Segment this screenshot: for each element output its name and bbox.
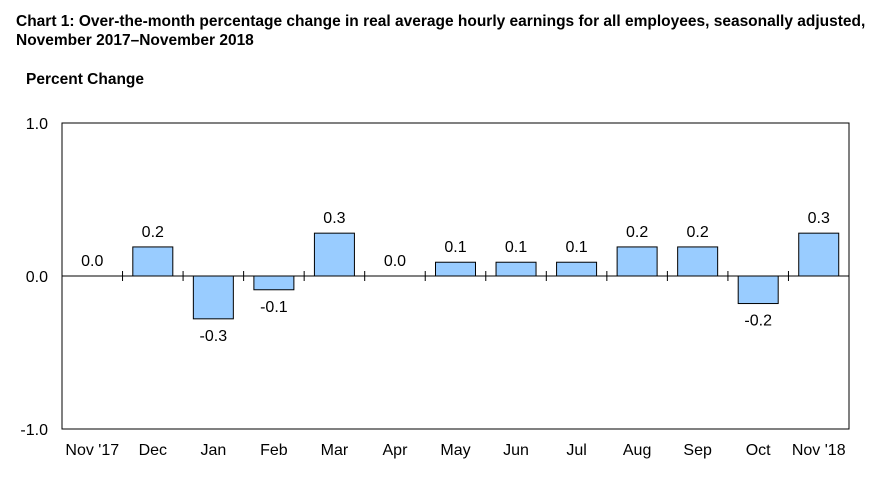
bar	[737, 275, 779, 305]
x-tick-label: May	[440, 442, 470, 459]
bar	[313, 232, 355, 277]
bar	[616, 246, 658, 277]
x-axis-ticks: Nov '17 Dec Jan Feb Mar Apr May Jun Jul Aug Sep Oct…	[65, 271, 846, 459]
bar	[677, 246, 719, 277]
bar	[192, 275, 234, 320]
y-axis-ticks: -1.0 0.0 1.0	[20, 116, 48, 439]
data-label: 0.1	[505, 239, 527, 256]
x-tick-label: Jan	[200, 442, 226, 459]
x-tick-label: Oct	[746, 442, 771, 459]
bar	[495, 261, 537, 277]
x-tick-label: Feb	[260, 442, 288, 459]
x-tick-label: Dec	[139, 442, 167, 459]
data-label: -0.2	[744, 313, 772, 330]
x-tick-label: Nov '17	[65, 442, 119, 459]
data-labels: 0.0 0.2 -0.3 -0.1 0.3 0.0 0.1 0.1 0.1 0.2 0.2 -0.2 0…	[81, 210, 830, 345]
bar	[556, 261, 598, 277]
data-label: 0.2	[687, 224, 709, 241]
data-label: 0.0	[384, 253, 406, 270]
bar	[435, 261, 476, 277]
x-tick-label: Apr	[383, 442, 409, 459]
x-tick-label: Nov '18	[792, 442, 846, 459]
data-label: 0.2	[626, 224, 648, 241]
x-tick-label: Sep	[683, 442, 712, 459]
x-tick-label: Jul	[566, 442, 586, 459]
data-label: -0.3	[200, 328, 228, 345]
chart-title: Chart 1: Over-the-month percentage chang…	[16, 13, 866, 49]
y-axis-label: Percent Change	[26, 71, 145, 88]
bar	[132, 246, 174, 277]
y-tick-label: 1.0	[26, 116, 48, 133]
data-label: 0.3	[323, 210, 345, 227]
data-label: 0.1	[565, 239, 587, 256]
bar	[798, 232, 840, 277]
y-tick-label: -1.0	[20, 422, 48, 439]
bars	[132, 232, 840, 320]
data-label: 0.2	[142, 224, 164, 241]
data-label: 0.0	[81, 253, 103, 270]
data-label: -0.1	[260, 299, 288, 316]
x-tick-label: Jun	[503, 442, 529, 459]
x-tick-label: Aug	[623, 442, 651, 459]
bar	[253, 275, 295, 291]
data-label: 0.3	[808, 210, 830, 227]
x-tick-label: Mar	[321, 442, 349, 459]
y-tick-label: 0.0	[26, 269, 48, 286]
data-label: 0.1	[444, 239, 466, 256]
